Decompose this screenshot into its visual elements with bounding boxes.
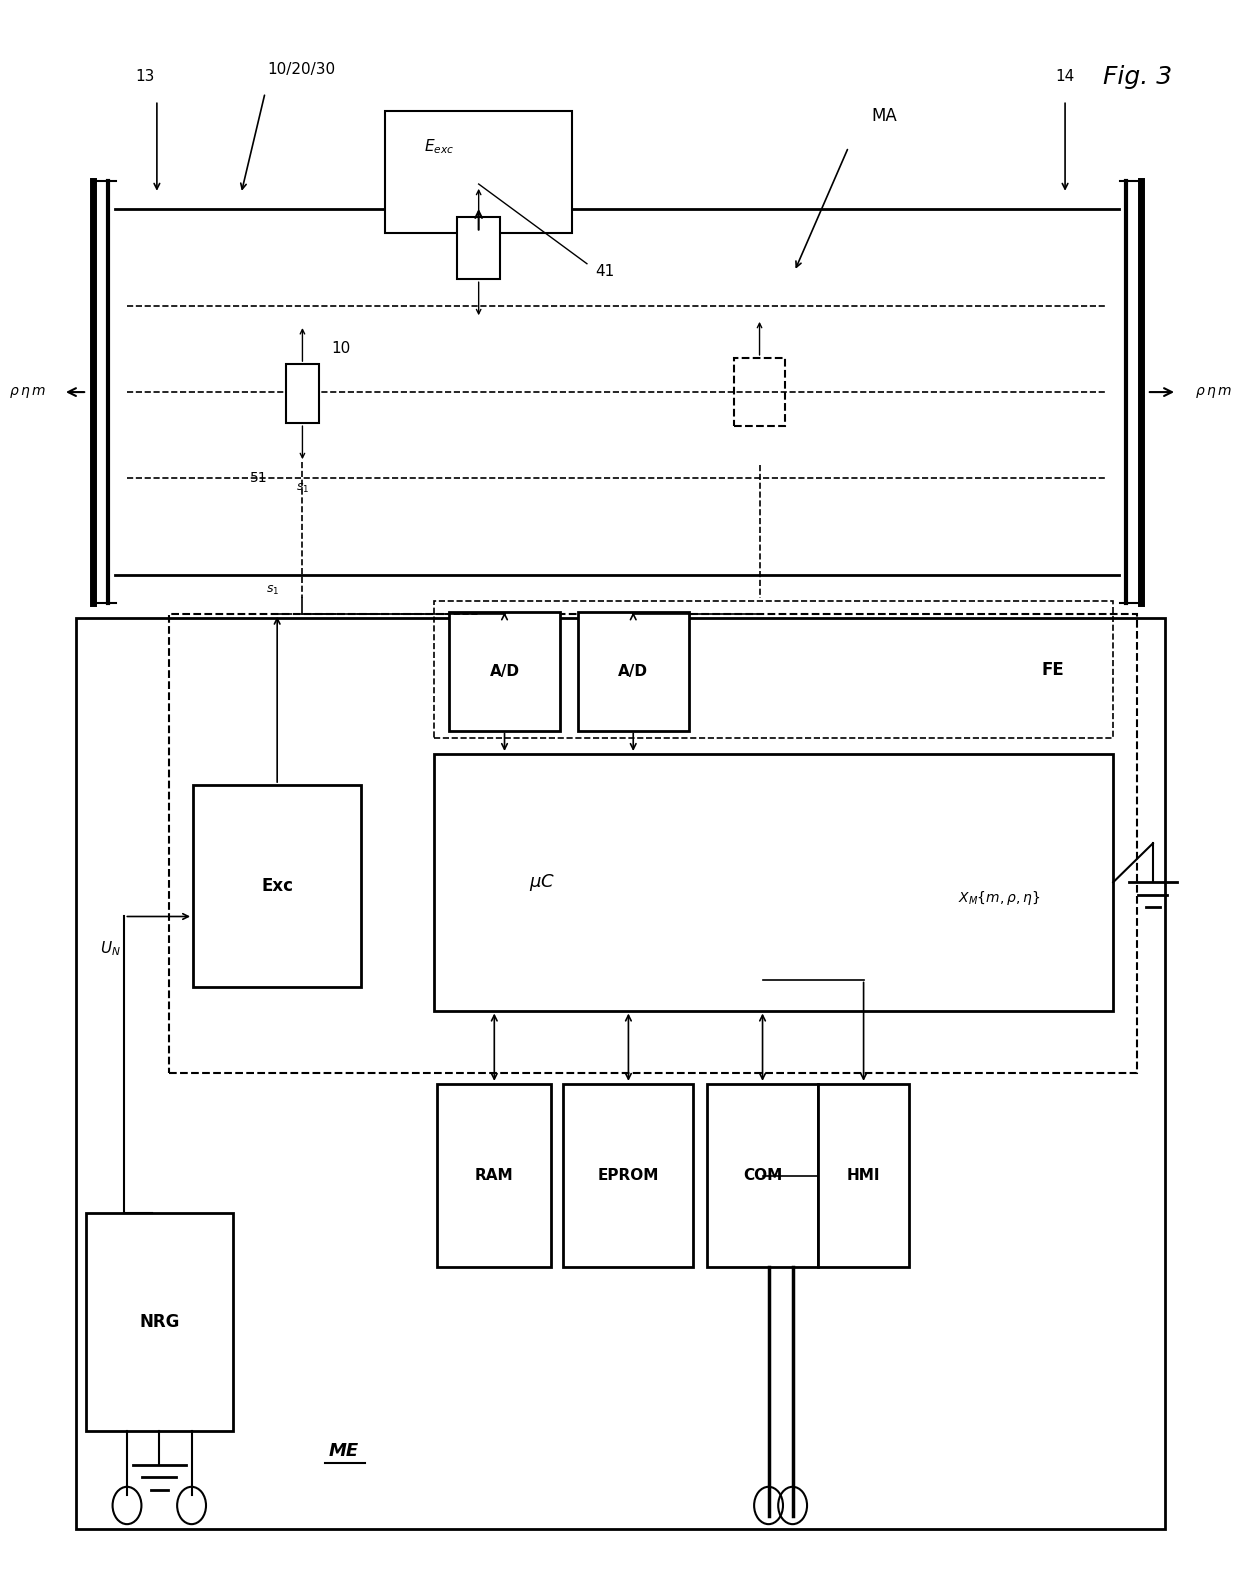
Text: $\mu C$: $\mu C$ <box>528 871 556 893</box>
Bar <box>434 754 1114 1011</box>
Text: $X_M\{m,\rho,\eta\}$: $X_M\{m,\rho,\eta\}$ <box>957 889 1040 907</box>
Text: 10: 10 <box>331 341 351 356</box>
Text: MA: MA <box>872 107 898 126</box>
Bar <box>563 1083 693 1267</box>
Text: $E_{exc}$: $E_{exc}$ <box>424 138 455 157</box>
Text: HMI: HMI <box>847 1168 880 1184</box>
Bar <box>77 619 1164 1529</box>
Text: 13: 13 <box>135 69 155 85</box>
Text: 41: 41 <box>595 264 615 279</box>
Text: COM: COM <box>743 1168 782 1184</box>
Text: RAM: RAM <box>475 1168 513 1184</box>
Bar <box>707 1083 818 1267</box>
Text: 10/20/30: 10/20/30 <box>267 61 335 77</box>
Text: $s_1$: $s_1$ <box>296 482 309 495</box>
Bar <box>734 358 785 427</box>
Bar <box>169 614 1137 1072</box>
Bar <box>86 1214 233 1430</box>
Text: EPROM: EPROM <box>598 1168 660 1184</box>
Bar <box>386 111 572 232</box>
Bar <box>285 364 319 424</box>
Text: $U_N$: $U_N$ <box>99 939 120 958</box>
Text: Fig. 3: Fig. 3 <box>1102 64 1172 89</box>
Bar <box>578 612 688 730</box>
Bar <box>818 1083 909 1267</box>
Text: $\rho\,\eta\,m$: $\rho\,\eta\,m$ <box>1194 385 1231 400</box>
Text: Exc: Exc <box>262 878 293 895</box>
Text: $\rho\,\eta\,m$: $\rho\,\eta\,m$ <box>9 385 46 400</box>
Bar <box>438 1083 552 1267</box>
Text: ME: ME <box>329 1441 358 1460</box>
Text: $s_1$: $s_1$ <box>265 584 279 597</box>
Text: NRG: NRG <box>139 1313 180 1331</box>
Text: 14: 14 <box>1055 69 1075 85</box>
Bar <box>449 612 559 730</box>
Bar <box>434 601 1114 738</box>
Text: FE: FE <box>1042 661 1064 678</box>
Bar <box>458 217 500 279</box>
Text: 51: 51 <box>250 471 268 485</box>
Text: A/D: A/D <box>619 664 649 678</box>
Bar <box>193 785 361 988</box>
Text: A/D: A/D <box>490 664 520 678</box>
